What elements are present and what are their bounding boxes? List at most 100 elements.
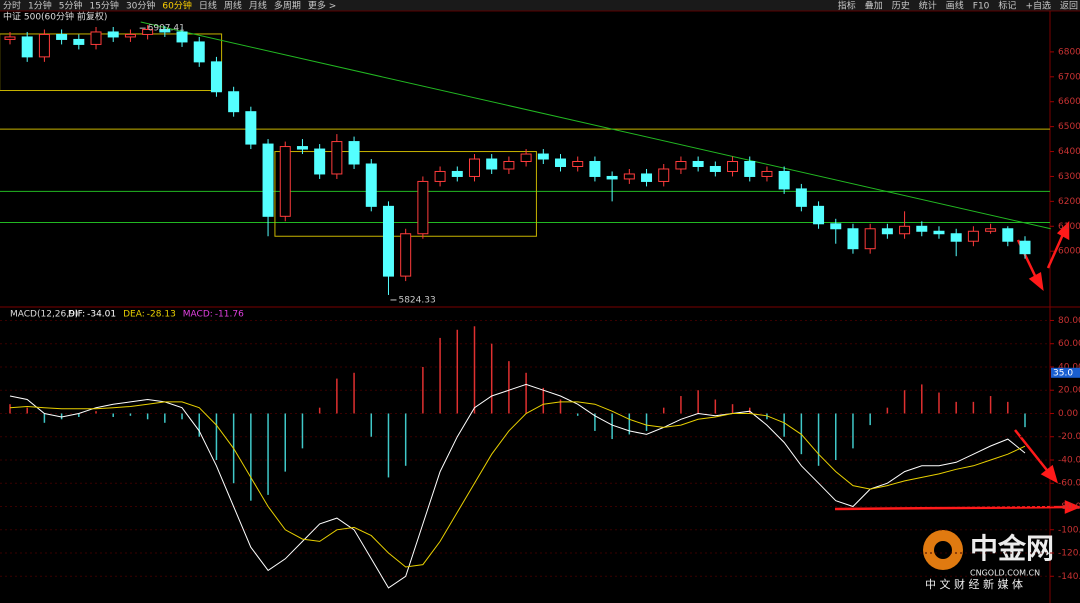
candle-body — [4, 36, 16, 40]
candle-body — [761, 170, 773, 177]
candle-body — [1002, 228, 1014, 242]
candle-body — [210, 61, 222, 93]
indicator-line — [9, 401, 1026, 568]
candle-body — [795, 188, 807, 207]
y-tick-label: 20.00 — [1058, 386, 1080, 396]
period-tab[interactable]: 更多 > — [308, 0, 336, 12]
trend-line — [140, 21, 1051, 230]
tool-button[interactable]: 叠加 — [865, 1, 883, 12]
candle-body — [451, 170, 463, 177]
candle-body — [124, 33, 136, 38]
candle-body — [107, 31, 119, 38]
tool-button[interactable]: 历史 — [892, 0, 910, 12]
y-tick-label: 0.00 — [1058, 409, 1078, 419]
candle-body — [744, 161, 756, 177]
candle-body — [21, 36, 33, 58]
candle-body — [709, 165, 721, 172]
candle-body — [193, 41, 205, 63]
candle-body — [279, 146, 291, 217]
candle-body — [606, 175, 618, 180]
tool-button[interactable]: +自选 — [1025, 0, 1051, 12]
candle-body — [245, 111, 257, 145]
y-tick-label: 6600 — [1058, 97, 1080, 107]
candle-body — [555, 158, 567, 167]
candle-body — [572, 161, 584, 167]
y-tick-label: -80.00 — [1058, 502, 1080, 512]
y-tick-label: -20.00 — [1058, 432, 1080, 442]
period-tab[interactable]: 30分钟 — [126, 0, 155, 12]
candle-body — [38, 33, 50, 58]
period-tab[interactable]: 15分钟 — [89, 0, 118, 12]
tool-button[interactable]: F10 — [973, 2, 990, 12]
y-tick-label: -60.00 — [1058, 479, 1080, 489]
candle-body — [56, 33, 68, 40]
period-tab[interactable]: 日线 — [199, 0, 217, 12]
macd-title: MACD(12,26,9) — [10, 310, 78, 320]
y-tick-label: -100.00 — [1058, 525, 1080, 535]
tool-button[interactable]: 标记 — [998, 0, 1016, 12]
candle-body — [468, 158, 480, 177]
candle-body — [641, 173, 653, 182]
candle-body — [331, 141, 343, 175]
candle-body — [864, 228, 876, 250]
y-tick-label: 6000 — [1058, 247, 1080, 257]
y-tick-label: 6700 — [1058, 72, 1080, 82]
period-tab[interactable]: 月线 — [249, 0, 267, 12]
y-tick-label: 6100 — [1058, 222, 1080, 232]
candle-body — [985, 228, 997, 232]
y-tick-label: 6800 — [1058, 47, 1080, 57]
y-tick-label: 6400 — [1058, 147, 1080, 157]
y-tick-label: 60.00 — [1058, 339, 1080, 349]
candle-body — [159, 28, 171, 33]
candle-body — [847, 228, 859, 250]
period-tab[interactable]: 60分钟 — [162, 0, 191, 12]
candle-body — [589, 161, 601, 177]
candle-body — [950, 233, 962, 242]
annotation-arrow — [1014, 429, 1051, 475]
period-tab[interactable]: 分时 — [3, 0, 21, 12]
candle-body — [400, 233, 412, 277]
annotation-arrow — [1046, 231, 1066, 269]
candle-body — [434, 170, 446, 182]
legend-value: -11.76 — [215, 310, 244, 320]
tool-button[interactable]: 返回 — [1060, 0, 1078, 12]
candle-body — [142, 28, 154, 35]
candle-body — [520, 153, 532, 163]
period-tab[interactable]: 多周期 — [274, 0, 301, 12]
candle-body — [778, 170, 790, 190]
candle-body — [228, 91, 240, 113]
candle-body — [727, 161, 739, 172]
candle-body — [486, 158, 498, 170]
candle-body — [658, 168, 670, 182]
candle-body — [296, 146, 308, 150]
candle-body — [365, 163, 377, 207]
candle-body — [881, 228, 893, 235]
candle-body — [813, 205, 825, 225]
period-tab[interactable]: 5分钟 — [59, 0, 83, 12]
low-label: 5824.33 — [398, 295, 435, 305]
toolbar — [0, 0, 1080, 11]
candle-body — [916, 225, 928, 232]
candle-body — [503, 161, 515, 170]
annotation-arrowhead — [1028, 272, 1044, 291]
candle-body — [830, 223, 842, 230]
candle-body — [1019, 240, 1031, 255]
annotation-arrows — [834, 220, 1080, 514]
y-tick-label: 6500 — [1058, 122, 1080, 132]
legend-name: DIF: — [68, 310, 85, 320]
candle-body — [967, 230, 979, 242]
y-tick-label: 80.00 — [1058, 316, 1080, 326]
tool-button[interactable]: 画线 — [946, 0, 964, 12]
candle-body — [692, 161, 704, 167]
period-tab[interactable]: 周线 — [224, 0, 242, 12]
tool-button[interactable]: 统计 — [919, 0, 937, 12]
annotation-arrowhead — [1056, 220, 1070, 241]
candle-body — [90, 31, 102, 45]
tool-button[interactable]: 指标 — [838, 0, 856, 12]
period-tab[interactable]: 1分钟 — [28, 0, 52, 12]
chart-title: 中证 500(60分钟 前复权) — [3, 11, 107, 23]
candle-body — [899, 225, 911, 235]
candle-body — [933, 230, 945, 235]
